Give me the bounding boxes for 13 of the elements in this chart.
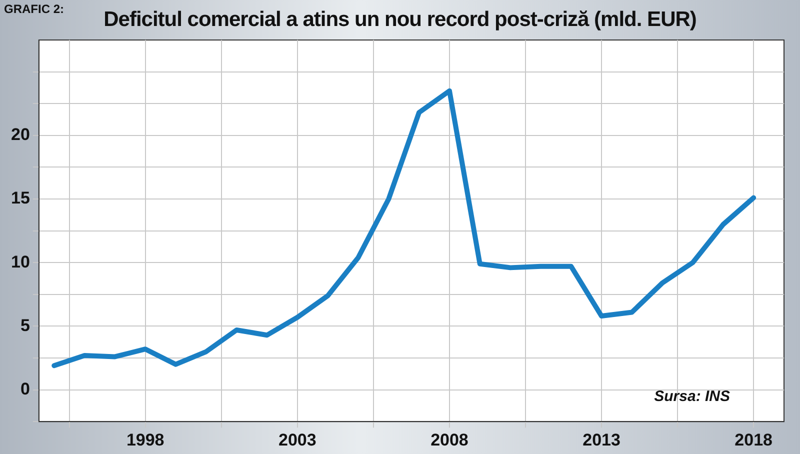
y-tick-label: 5 [20,316,30,335]
x-tick-label: 2013 [582,430,620,450]
chart-title: Deficitul comercial a atins un nou record post-criză (mld. EUR) [104,8,696,31]
x-tick-label: 2003 [278,430,316,450]
y-tick-label: 15 [10,188,30,208]
y-tick-label: 0 [20,379,30,398]
x-tick-label: 1998 [126,430,164,450]
annotation: Sursa: INS [654,388,730,405]
x-tick-label: 2008 [430,430,468,450]
x-tick-label: 2018 [734,430,772,450]
y-tick-label: 10 [10,252,30,272]
text: GRAFIC 2: [4,2,64,16]
y-tick-label: 20 [10,125,30,144]
